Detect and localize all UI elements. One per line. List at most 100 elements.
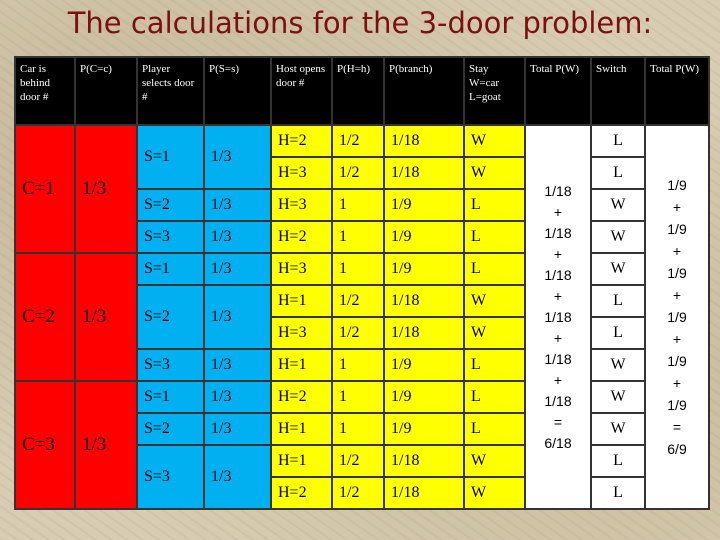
table-row: S=3 1/3 H=2 1 1/9 L W (15, 220, 709, 254)
switch-cell: W (590, 412, 646, 446)
h-cell: H=1 (270, 444, 333, 478)
header-pc: P(C=c) (74, 56, 138, 126)
h-cell: H=1 (270, 284, 333, 318)
s-cell: S=1 (136, 124, 205, 190)
ph-cell: 1/2 (331, 284, 385, 318)
switch-cell: L (590, 444, 646, 478)
h-cell: H=2 (270, 476, 333, 510)
table-row: S=3 1/3 H=1 1 1/9 L W (15, 348, 709, 382)
table-row: S=2 1/3 H=1 1/2 1/18 W L (15, 284, 709, 350)
h-cell: H=3 (270, 316, 333, 350)
ph-cell: 1/2 (331, 476, 385, 510)
h-cell: H=3 (270, 188, 333, 222)
ps-cell: 1/3 (203, 188, 272, 222)
ph-cell: 1/2 (331, 156, 385, 190)
table-row: C=3 1/3 S=1 1/3 H=2 1 1/9 L W (14, 380, 709, 510)
pbranch-cell: 1/9 (383, 380, 465, 414)
h-cell: H=2 (270, 380, 333, 414)
table-row: H=2 1/2 1/18 W L (15, 476, 709, 510)
stay-cell: L (463, 220, 526, 254)
header-stay: Stay W=car L=goat (463, 56, 526, 126)
pbranch-cell: 1/9 (383, 412, 465, 446)
header-ph: P(H=h) (331, 56, 385, 126)
pbranch-cell: 1/18 (383, 316, 465, 350)
h-cell: H=3 (270, 156, 333, 190)
h-cell: H=2 (270, 124, 333, 158)
h-cell: H=1 (270, 348, 333, 382)
stay-total-cell: 1/18 + 1/18 + 1/18 + 1/18 + 1/18 + 1/18 … (524, 124, 592, 510)
header-pbranch: P(branch) (383, 56, 465, 126)
switch-cell: L (590, 156, 646, 190)
table-row: S=2 1/3 H=3 1 1/9 L W (15, 188, 709, 222)
calculation-table: Car is behind door # P(C=c) Player selec… (14, 56, 710, 510)
stay-cell: W (463, 476, 526, 510)
ph-cell: 1 (331, 412, 385, 446)
switch-cell: W (590, 220, 646, 254)
switch-cell: L (590, 124, 646, 158)
header-ps: P(S=s) (203, 56, 272, 126)
stay-cell: W (463, 444, 526, 478)
pbranch-cell: 1/9 (383, 348, 465, 382)
table-row: S=3 1/3 H=1 1/2 1/18 W L (15, 444, 709, 510)
ps-cell: 1/3 (203, 220, 272, 254)
s-cell: S=1 (136, 252, 205, 286)
car-cell: C=3 (14, 380, 76, 510)
switch-cell: W (590, 252, 646, 286)
h-cell: H=1 (270, 412, 333, 446)
car-cell: C=2 (14, 252, 76, 382)
header-player: Player selects door # (136, 56, 205, 126)
pbranch-cell: 1/18 (383, 476, 465, 510)
ph-cell: 1 (331, 380, 385, 414)
table-row: C=1 1/3 S=1 1/3 H=2 1/2 1/18 W 1/18 + 1/… (14, 124, 710, 510)
s-cell: S=2 (136, 412, 205, 446)
ph-cell: 1 (331, 348, 385, 382)
stay-cell: W (463, 284, 526, 318)
stay-cell: W (463, 156, 526, 190)
s-cell: S=3 (136, 348, 205, 382)
switch-total-cell: 1/9 + 1/9 + 1/9 + 1/9 + 1/9 + 1/9 = 6/9 (644, 124, 710, 510)
stay-cell: W (463, 124, 526, 158)
table-row: C=2 1/3 S=1 1/3 H=3 1 1/9 L W (14, 252, 709, 382)
pc-cell: 1/3 (74, 124, 138, 254)
switch-cell: W (590, 188, 646, 222)
switch-cell: L (590, 316, 646, 350)
ps-cell: 1/3 (203, 348, 272, 382)
s-cell: S=3 (136, 220, 205, 254)
ph-cell: 1/2 (331, 316, 385, 350)
pc-cell: 1/3 (74, 252, 138, 382)
s-cell: S=1 (136, 380, 205, 414)
pbranch-cell: 1/9 (383, 220, 465, 254)
h-cell: H=2 (270, 220, 333, 254)
stay-cell: L (463, 380, 526, 414)
switch-cell: L (590, 284, 646, 318)
pbranch-cell: 1/18 (383, 444, 465, 478)
pbranch-cell: 1/9 (383, 188, 465, 222)
switch-cell: W (590, 380, 646, 414)
h-cell: H=3 (270, 252, 333, 286)
pbranch-cell: 1/18 (383, 124, 465, 158)
stay-cell: L (463, 348, 526, 382)
header-car: Car is behind door # (14, 56, 76, 126)
header-row: Car is behind door # P(C=c) Player selec… (14, 56, 710, 126)
page-title: The calculations for the 3-door problem: (67, 6, 653, 40)
pc-cell: 1/3 (74, 380, 138, 510)
s-cell: S=2 (136, 284, 205, 350)
pbranch-cell: 1/18 (383, 284, 465, 318)
ph-cell: 1/2 (331, 444, 385, 478)
pbranch-cell: 1/18 (383, 156, 465, 190)
s-cell: S=3 (136, 444, 205, 510)
ph-cell: 1 (331, 220, 385, 254)
switch-cell: W (590, 348, 646, 382)
header-total-switch: Total P(W) (644, 56, 710, 126)
s-cell: S=2 (136, 188, 205, 222)
ph-cell: 1 (331, 188, 385, 222)
stay-cell: L (463, 188, 526, 222)
ps-cell: 1/3 (203, 252, 272, 286)
ps-cell: 1/3 (203, 444, 272, 510)
ps-cell: 1/3 (203, 380, 272, 414)
table-row: S=2 1/3 H=1 1 1/9 L W (15, 412, 709, 446)
ps-cell: 1/3 (203, 284, 272, 350)
header-total-stay: Total P(W) (524, 56, 592, 126)
switch-cell: L (590, 476, 646, 510)
table-row: H=3 1/2 1/18 W L (15, 316, 709, 350)
